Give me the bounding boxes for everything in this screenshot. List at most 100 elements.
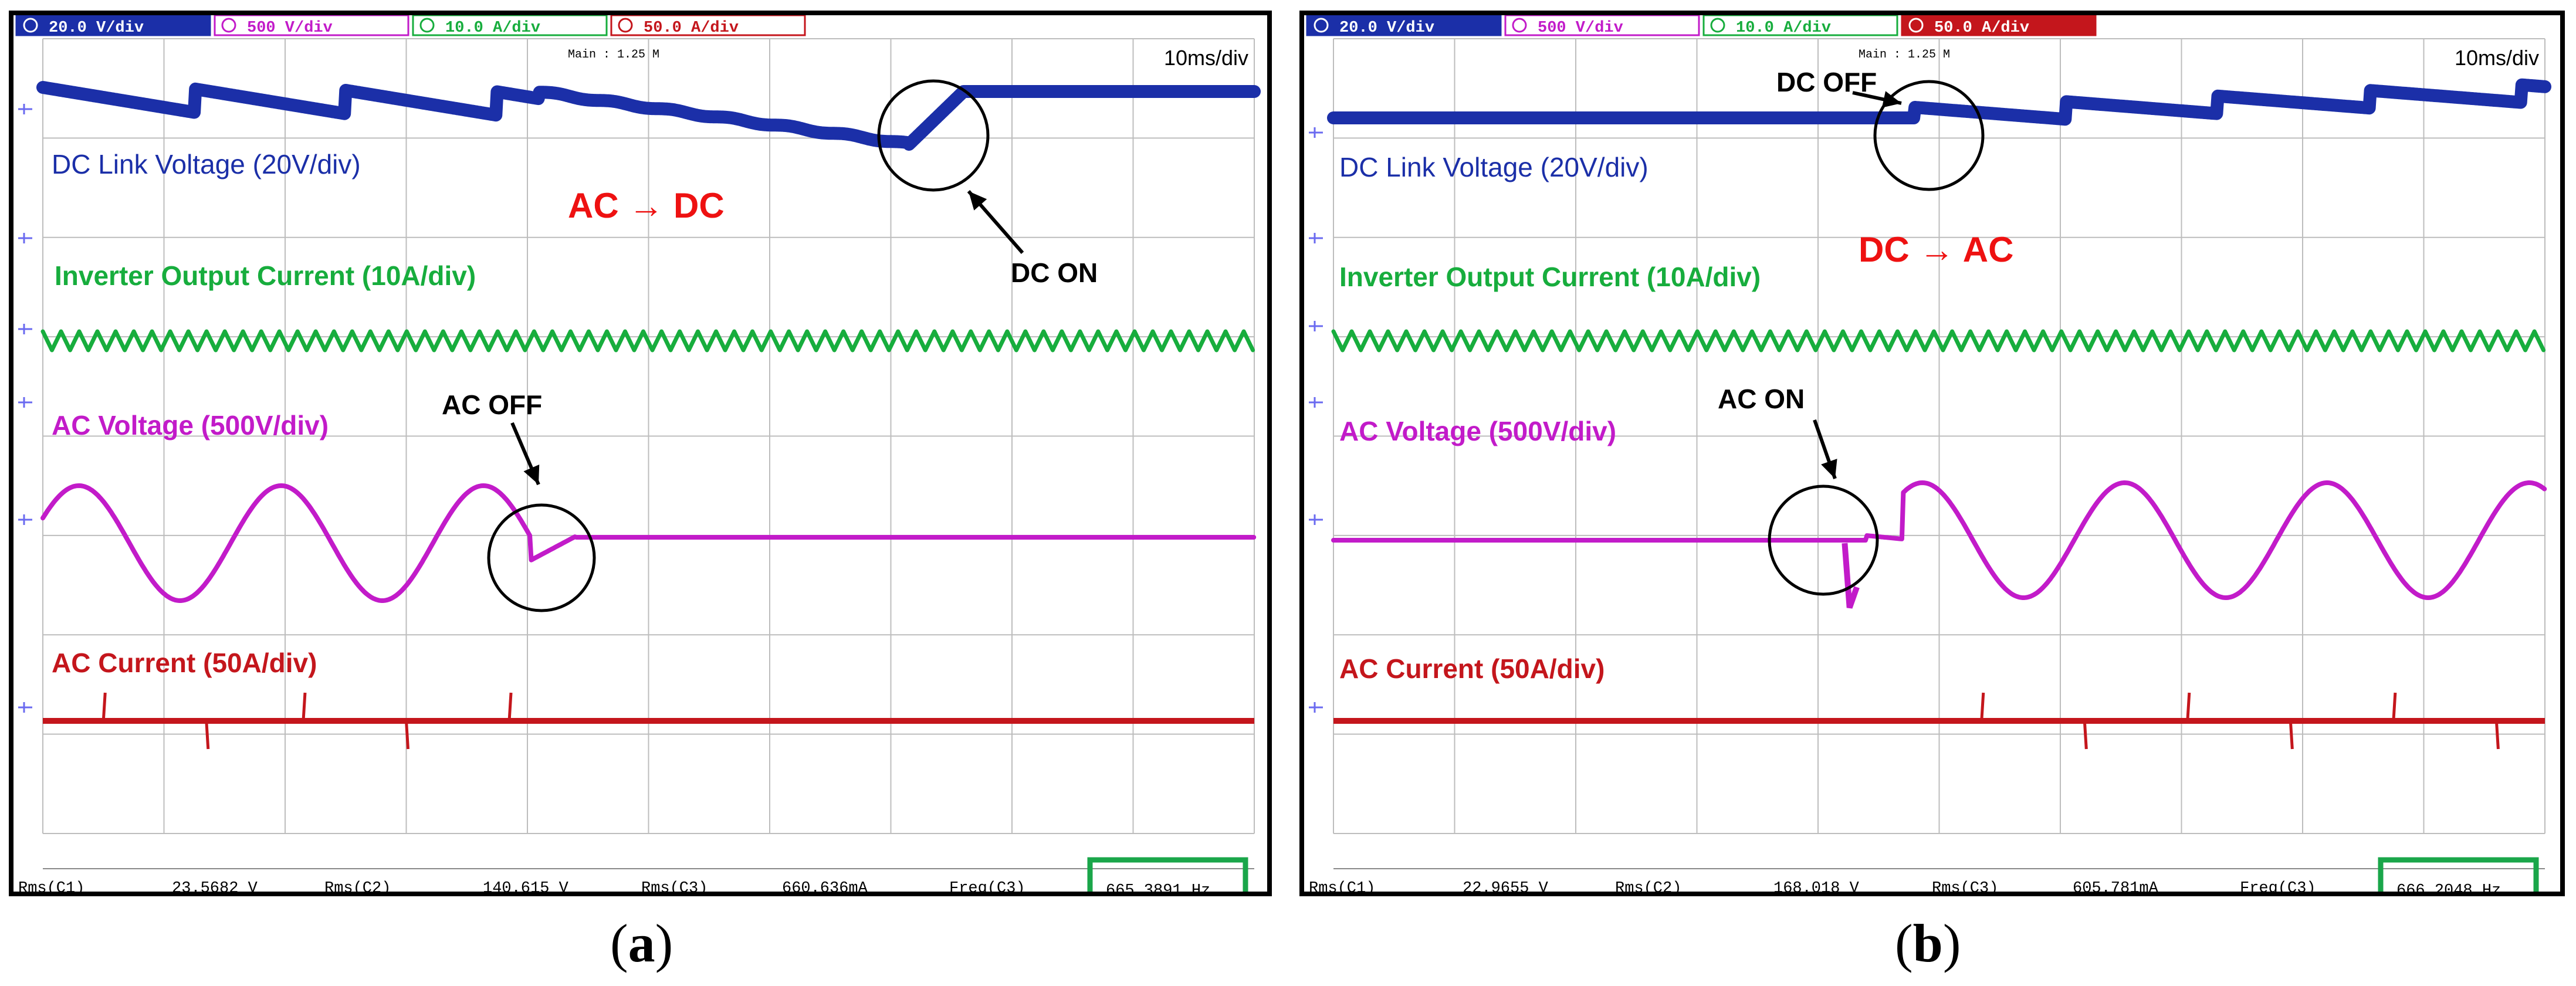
channel-setting-label: 20.0 V/div — [1339, 19, 1434, 37]
ac-voltage-transient — [1842, 543, 1860, 609]
mode-change-label: DC → AC — [1859, 230, 2013, 269]
trace-inverter-output-current — [40, 329, 1255, 353]
arrow-head-icon — [1881, 91, 1901, 108]
channel-number-icon — [1908, 18, 1924, 33]
ac-current-label: AC Current (50A/div) — [1339, 653, 1605, 684]
trace-ac-voltage — [40, 483, 1257, 603]
ground-marker-icon — [18, 324, 32, 334]
ground-marker-icon — [18, 397, 32, 408]
channel-number-icon — [1710, 18, 1725, 33]
ground-marker-icon — [1309, 397, 1323, 408]
ac-current-spike — [2186, 692, 2191, 721]
ac-current-spike — [507, 692, 513, 721]
dc-event-circle — [877, 79, 990, 192]
measurement-label: Rms(C2) — [1615, 880, 1681, 892]
channel-badge-3 — [1702, 15, 1898, 36]
ac-current-spike — [2392, 692, 2397, 721]
ground-marker-icon — [1309, 321, 1323, 331]
measurement-value: 666.2048 Hz — [2396, 882, 2501, 892]
channel-badge-2 — [1504, 15, 1700, 36]
channel-badge-1 — [1306, 15, 1502, 36]
channel-setting-label: 10.0 A/div — [445, 19, 540, 37]
channel-badge-4 — [610, 15, 806, 36]
caption-a: (a) — [610, 913, 673, 973]
channel-number-icon — [221, 18, 236, 33]
ground-marker-icon — [1309, 127, 1323, 138]
measurement-value: 140.615 V — [483, 880, 569, 892]
channel-badge-3 — [412, 15, 608, 36]
ac-current-spike — [1980, 692, 1985, 721]
measurement-label: Rms(C2) — [324, 880, 391, 892]
measurement-value: 168.018 V — [1773, 880, 1860, 892]
ground-marker-icon — [1309, 702, 1323, 713]
inverter-current-label: Inverter Output Current (10A/div) — [55, 260, 476, 291]
timebase-label: 10ms/div — [1164, 46, 1248, 70]
channel-setting-label: 10.0 A/div — [1736, 19, 1831, 37]
ac-current-spike — [101, 692, 107, 721]
measurement-label: Rms(C3) — [1932, 880, 1998, 892]
channel-setting-label: 50.0 A/div — [1934, 19, 2029, 37]
channel-number-icon — [23, 18, 38, 33]
ac-current-spike — [302, 692, 307, 721]
measurement-label: Rms(C1) — [1309, 880, 1375, 892]
dc-event-label: DC OFF — [1776, 67, 1877, 97]
arrow-head-icon — [523, 465, 540, 484]
ac-current-label: AC Current (50A/div) — [52, 648, 317, 678]
scope-screen-a: 20.0 V/div 500 V/div 10.0 A/div 50.0 A/div 1… — [15, 15, 1261, 892]
scope-screen-b: 20.0 V/div 500 V/div 10.0 A/div 50.0 A/div 1… — [1306, 15, 2551, 892]
ac-event-circle — [1768, 484, 1879, 596]
ground-marker-icon — [1309, 233, 1323, 243]
ac-current-spike — [2494, 720, 2500, 750]
ac-event-circle — [487, 503, 596, 612]
measurement-value: 660.636mA — [782, 880, 868, 892]
channel-setting-label: 500 V/div — [1538, 19, 1623, 37]
frequency-highlight-box — [2378, 857, 2539, 892]
mode-change-label: AC → DC — [568, 186, 725, 225]
measurement-value: 23.5682 V — [172, 880, 258, 892]
measurement-label: Freq(C3) — [949, 880, 1025, 892]
measurement-value: 605.781mA — [2073, 880, 2159, 892]
inverter-current-label: Inverter Output Current (10A/div) — [1339, 262, 1761, 292]
ground-marker-icon — [18, 104, 32, 114]
ac-current-spike — [405, 720, 409, 750]
dc-event-label: DC ON — [1011, 257, 1098, 288]
measurement-label: Rms(C3) — [641, 880, 708, 892]
channel-badge-4 — [1901, 15, 2097, 36]
trace-inverter-output-current — [1331, 329, 2546, 353]
timebase-label: 10ms/div — [2455, 46, 2539, 70]
channel-setting-label: 50.0 A/div — [644, 19, 739, 37]
graticule — [1333, 38, 2545, 834]
channel-number-icon — [1512, 18, 1527, 33]
ac-voltage-label: AC Voltage (500V/div) — [52, 410, 329, 441]
channel-number-icon — [1314, 18, 1329, 33]
measurement-value: 665.3891 Hz — [1106, 882, 1210, 892]
zoom-label: Main : 1.25 M — [1859, 48, 1950, 62]
dc-link-voltage-label: DC Link Voltage (20V/div) — [52, 149, 361, 179]
measurement-label: Freq(C3) — [2240, 880, 2316, 892]
ground-marker-icon — [18, 514, 32, 525]
trace-ac-voltage — [1331, 480, 2547, 600]
channel-badge-1 — [15, 15, 211, 36]
ground-marker-icon — [18, 702, 32, 713]
ac-event-label: AC OFF — [442, 389, 542, 420]
ac-current-spike — [2289, 720, 2294, 750]
ground-marker-icon — [1309, 514, 1323, 525]
measurement-value: 22.9655 V — [1463, 880, 1549, 892]
ac-voltage-label: AC Voltage (500V/div) — [1339, 416, 1616, 446]
measurement-label: Rms(C1) — [18, 880, 84, 892]
caption-b: (b) — [1895, 913, 1961, 973]
dc-link-voltage-label: DC Link Voltage (20V/div) — [1339, 152, 1648, 182]
channel-number-icon — [419, 18, 435, 33]
ac-event-label: AC ON — [1718, 384, 1805, 414]
oscilloscope-panel-b: 20.0 V/div 500 V/div 10.0 A/div 50.0 A/div 1… — [1299, 11, 2565, 896]
channel-setting-label: 500 V/div — [247, 19, 333, 37]
zoom-label: Main : 1.25 M — [568, 48, 659, 62]
dc-event-circle — [1873, 80, 1985, 191]
oscilloscope-panel-a: 20.0 V/div 500 V/div 10.0 A/div 50.0 A/div 1… — [9, 11, 1272, 896]
arrow-head-icon — [969, 191, 987, 211]
frequency-highlight-box — [1087, 857, 1248, 892]
channel-number-icon — [618, 18, 633, 33]
channel-badge-2 — [214, 15, 409, 36]
channel-setting-label: 20.0 V/div — [49, 19, 144, 37]
ac-current-spike — [205, 720, 210, 750]
